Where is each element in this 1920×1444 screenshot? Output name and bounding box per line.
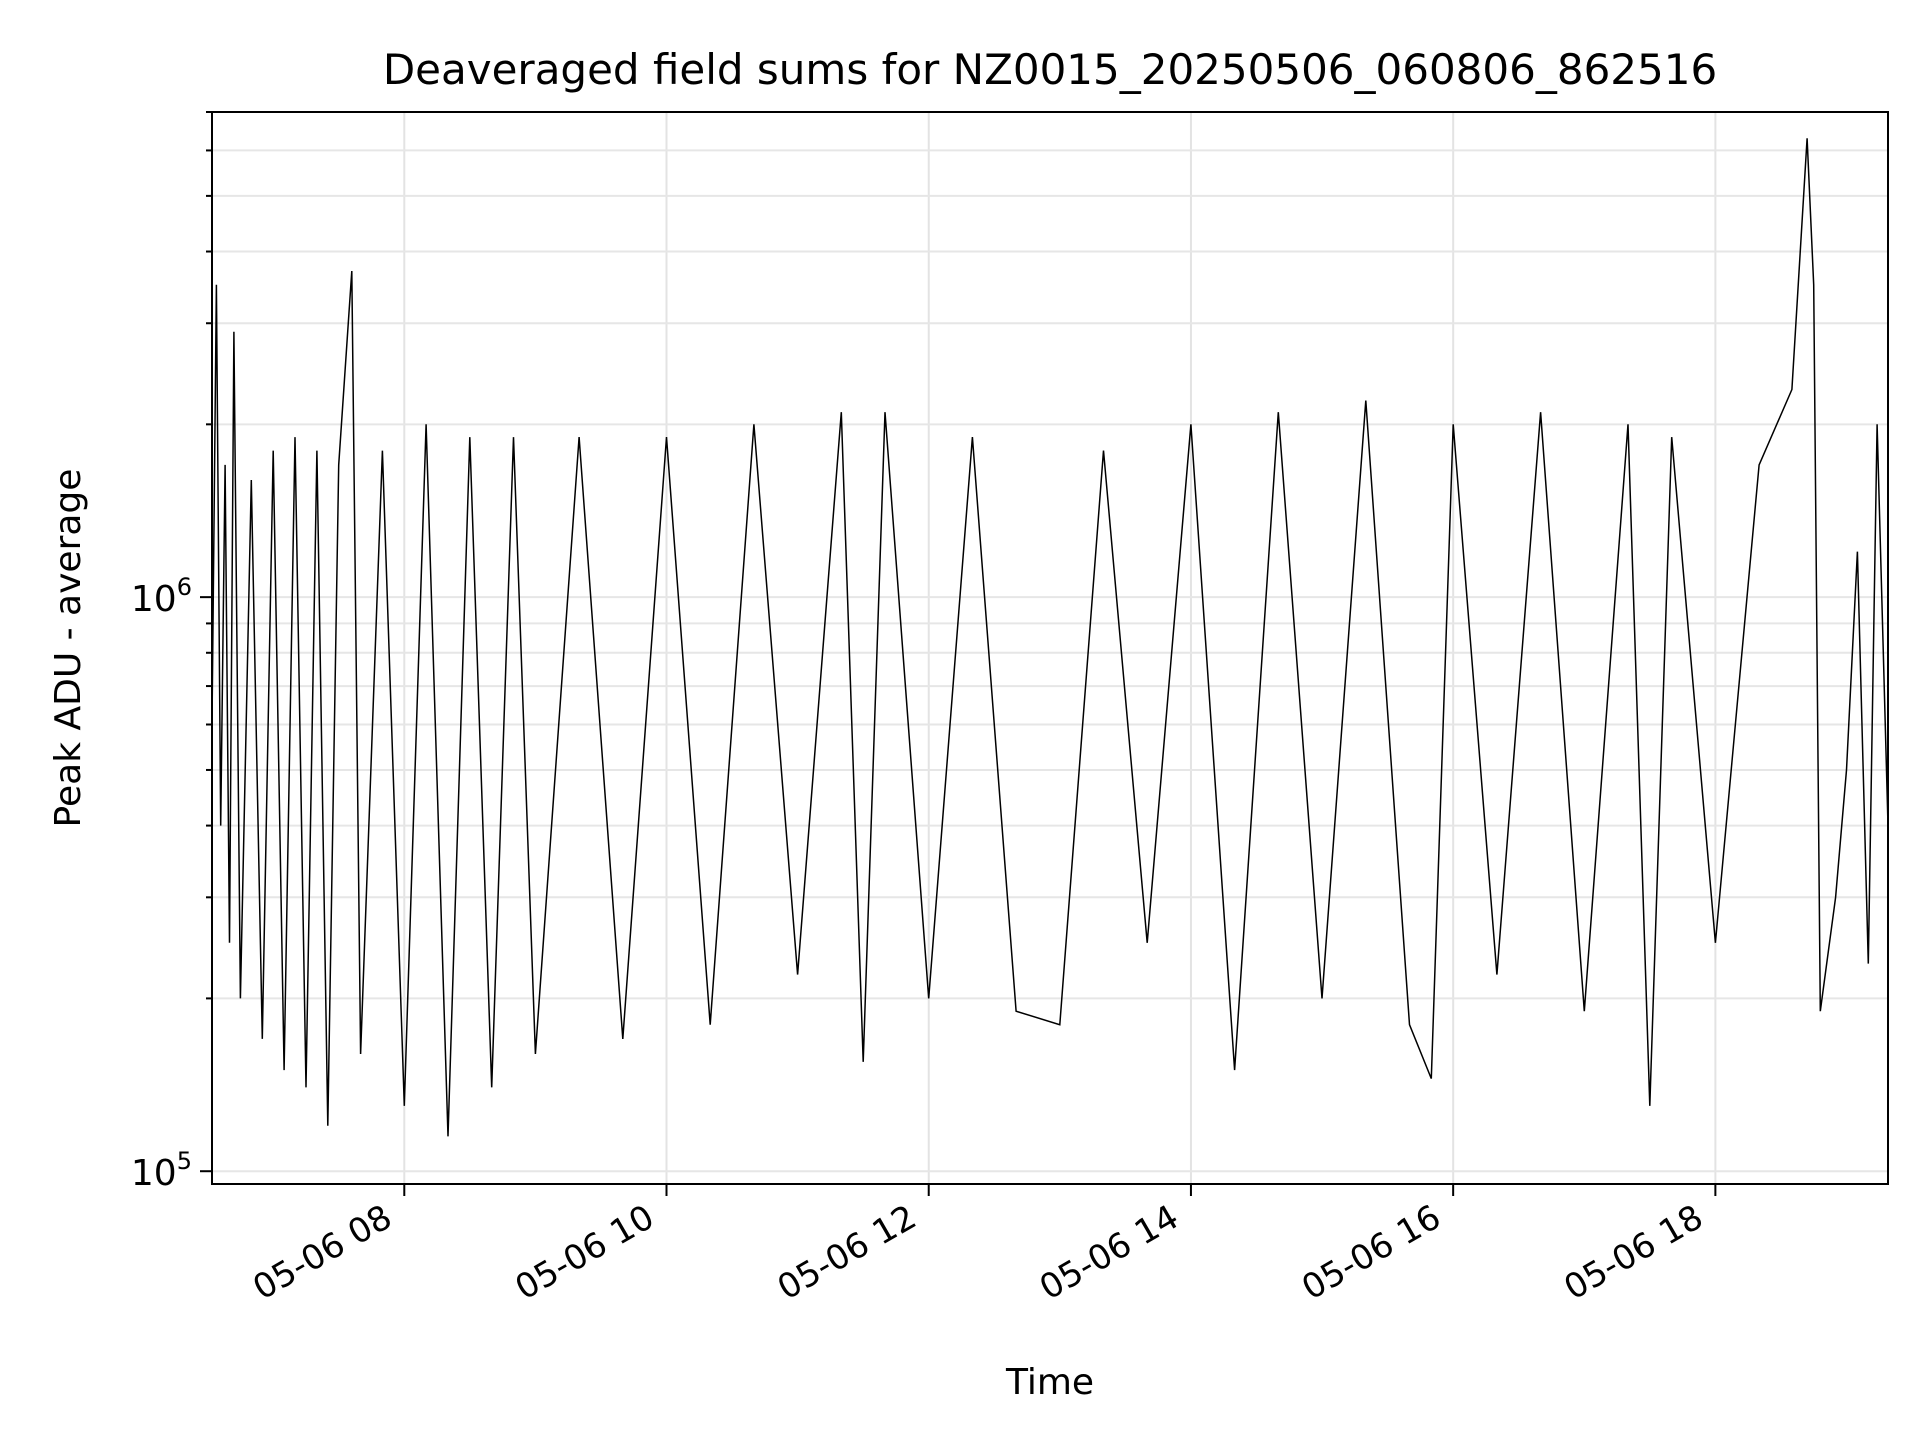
x-tick-label: 05-06 14 bbox=[1033, 1197, 1185, 1308]
x-tick-label: 05-06 16 bbox=[1295, 1197, 1447, 1308]
y-axis-label: Peak ADU - average bbox=[48, 469, 89, 828]
x-tick-label: 05-06 18 bbox=[1557, 1197, 1709, 1308]
series-line bbox=[211, 138, 1889, 1137]
y-tick-label: 105 bbox=[131, 1147, 192, 1194]
data-layer bbox=[211, 138, 1889, 1137]
ticks: 05-06 08 05-06 10 05-06 12 05-06 14 05-06 16… bbox=[131, 111, 1717, 1308]
chart-title: Deaveraged field sums for NZ0015_2025050… bbox=[383, 45, 1717, 94]
y-tick-label: 106 bbox=[131, 573, 192, 620]
x-tick-label: 05-06 12 bbox=[771, 1197, 923, 1308]
x-axis-label: Time bbox=[1005, 1362, 1094, 1403]
plot-frame bbox=[211, 111, 1889, 1185]
x-tick-label: 05-06 10 bbox=[509, 1197, 661, 1308]
x-tick-label: 05-06 08 bbox=[246, 1197, 398, 1308]
